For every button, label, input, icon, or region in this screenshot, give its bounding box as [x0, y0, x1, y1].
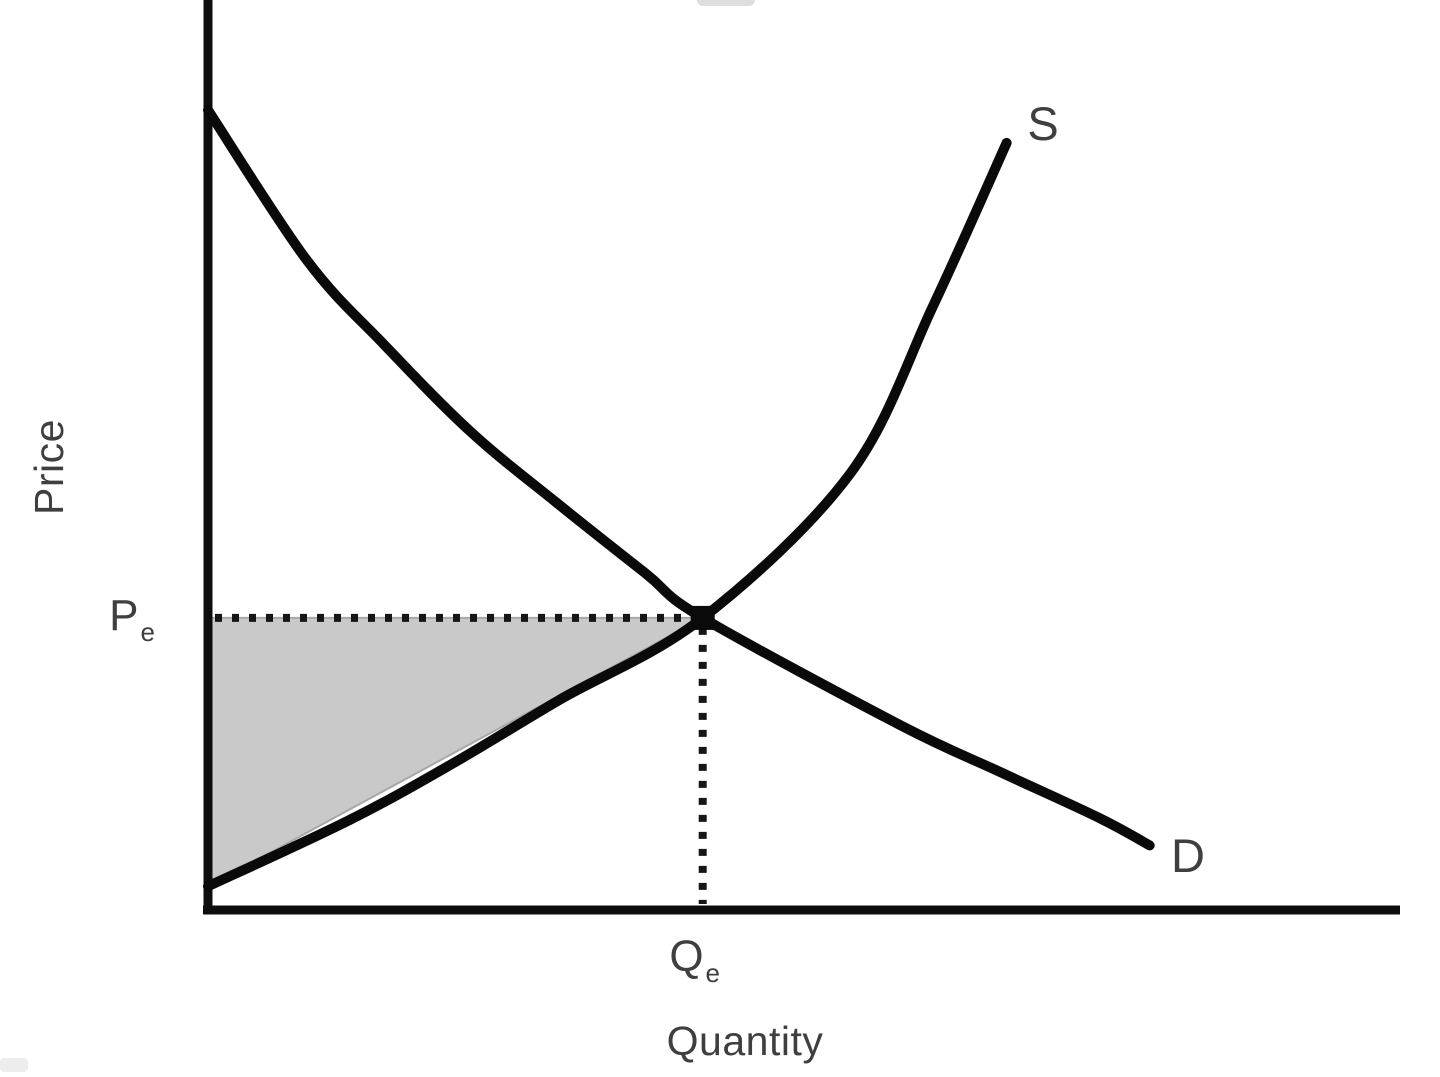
equilibrium-quantity-subscript: e: [705, 958, 721, 988]
demand-curve-label: D: [1171, 829, 1205, 882]
supply-curve-label: S: [1027, 97, 1059, 150]
equilibrium-price-subscript: e: [140, 616, 155, 647]
supply-curve: [203, 137, 1012, 892]
equilibrium-point: [690, 605, 715, 630]
equilibrium-price-label: Pe: [93, 590, 155, 647]
equilibrium-price-base: P: [109, 590, 139, 640]
quantity-axis-label: Quantity: [666, 1018, 824, 1064]
equilibrium-quantity-label: Qe: [659, 932, 731, 988]
equilibrium-quantity-base: Q: [669, 932, 704, 981]
producer-surplus-area: [207, 616, 704, 888]
demand-curve: [203, 105, 1155, 851]
price-axis-label: Price: [26, 419, 72, 515]
